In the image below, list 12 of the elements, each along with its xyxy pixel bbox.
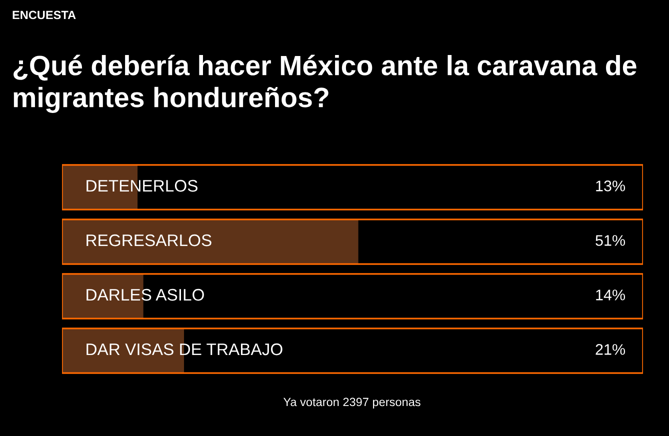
chart-subtitle: ENCUESTA <box>12 10 76 20</box>
y-tick-label: REGRESARLOS <box>86 234 212 246</box>
data-label: 14% <box>596 290 626 300</box>
chart-title: ¿Qué debería hacer México ante la caravana de migrantes hondureños? <box>14 54 636 113</box>
data-label: 51% <box>596 235 626 246</box>
y-tick-label: DAR VISAS DE TRABAJO <box>86 343 282 356</box>
text: Ya votaron 2397 personas <box>283 398 420 408</box>
data-label: 21% <box>596 344 626 355</box>
bar <box>62 219 358 264</box>
data-label: 13% <box>596 180 626 192</box>
y-tick-label: DETENERLOS <box>86 180 198 192</box>
y-tick-label: DARLES ASILO <box>86 288 204 301</box>
